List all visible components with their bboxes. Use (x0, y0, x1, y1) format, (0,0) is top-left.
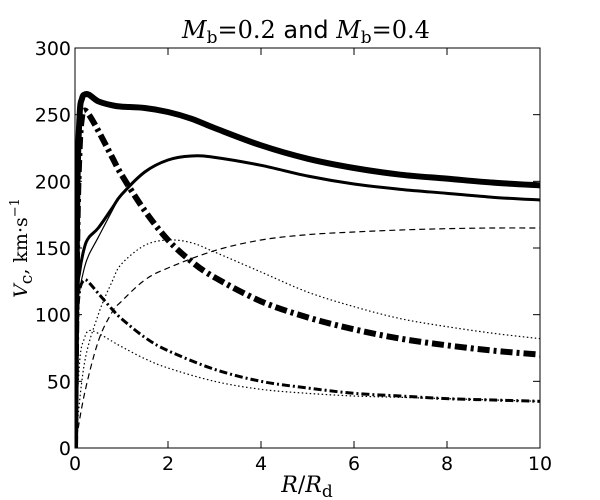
x-tick-label: 0 (69, 453, 81, 475)
y-tick-label: 0 (59, 438, 71, 460)
x-tick-label: 8 (441, 453, 453, 475)
ylabel-sub: c (17, 275, 37, 285)
y-axis-ticks: 0 50 100 150 200 250 300 (35, 38, 540, 460)
title-m2: M (335, 16, 362, 44)
curve-dashdot-medium (75, 278, 540, 448)
curve-dashed-thin (75, 227, 540, 448)
data-curves (75, 91, 540, 448)
title-and: and (276, 16, 336, 44)
x-tick-label: 10 (528, 453, 552, 475)
title-m1: M (181, 16, 208, 44)
xlabel-r: R (280, 473, 298, 498)
title-sub2: b (361, 28, 372, 48)
xlabel-sub: d (322, 482, 333, 500)
title-eq1: =0.2 (218, 16, 276, 44)
xlabel-slash: / (298, 473, 306, 498)
y-tick-label: 50 (47, 371, 71, 393)
y-tick-label: 100 (35, 305, 71, 327)
ylabel-sup: −1 (8, 198, 23, 217)
ylabel-v: V (10, 282, 32, 298)
y-tick-label: 150 (35, 238, 71, 260)
y-tick-label: 200 (35, 171, 71, 193)
x-tick-label: 4 (255, 453, 267, 475)
curve-solid-thin (75, 155, 540, 448)
chart-title: Mb=0.2 and Mb=0.4 (181, 16, 430, 48)
ylabel-rest: , km·s (10, 217, 32, 274)
y-tick-label: 250 (35, 105, 71, 127)
xlabel-rd: R (304, 473, 322, 498)
x-axis-label: R/Rd (280, 473, 333, 500)
x-tick-label: 2 (162, 453, 174, 475)
title-eq2: =0.4 (372, 16, 430, 44)
x-tick-label: 6 (348, 453, 360, 475)
curve-solid-thick (75, 91, 540, 448)
curve-dotted-thin (75, 239, 540, 448)
curve-dashdot-thick (75, 107, 540, 448)
x-axis-ticks: 0 2 4 6 8 10 (69, 48, 552, 475)
y-tick-label: 300 (35, 38, 71, 60)
title-sub1: b (207, 28, 218, 48)
y-axis-label: Vc, km·s−1 (8, 198, 37, 298)
